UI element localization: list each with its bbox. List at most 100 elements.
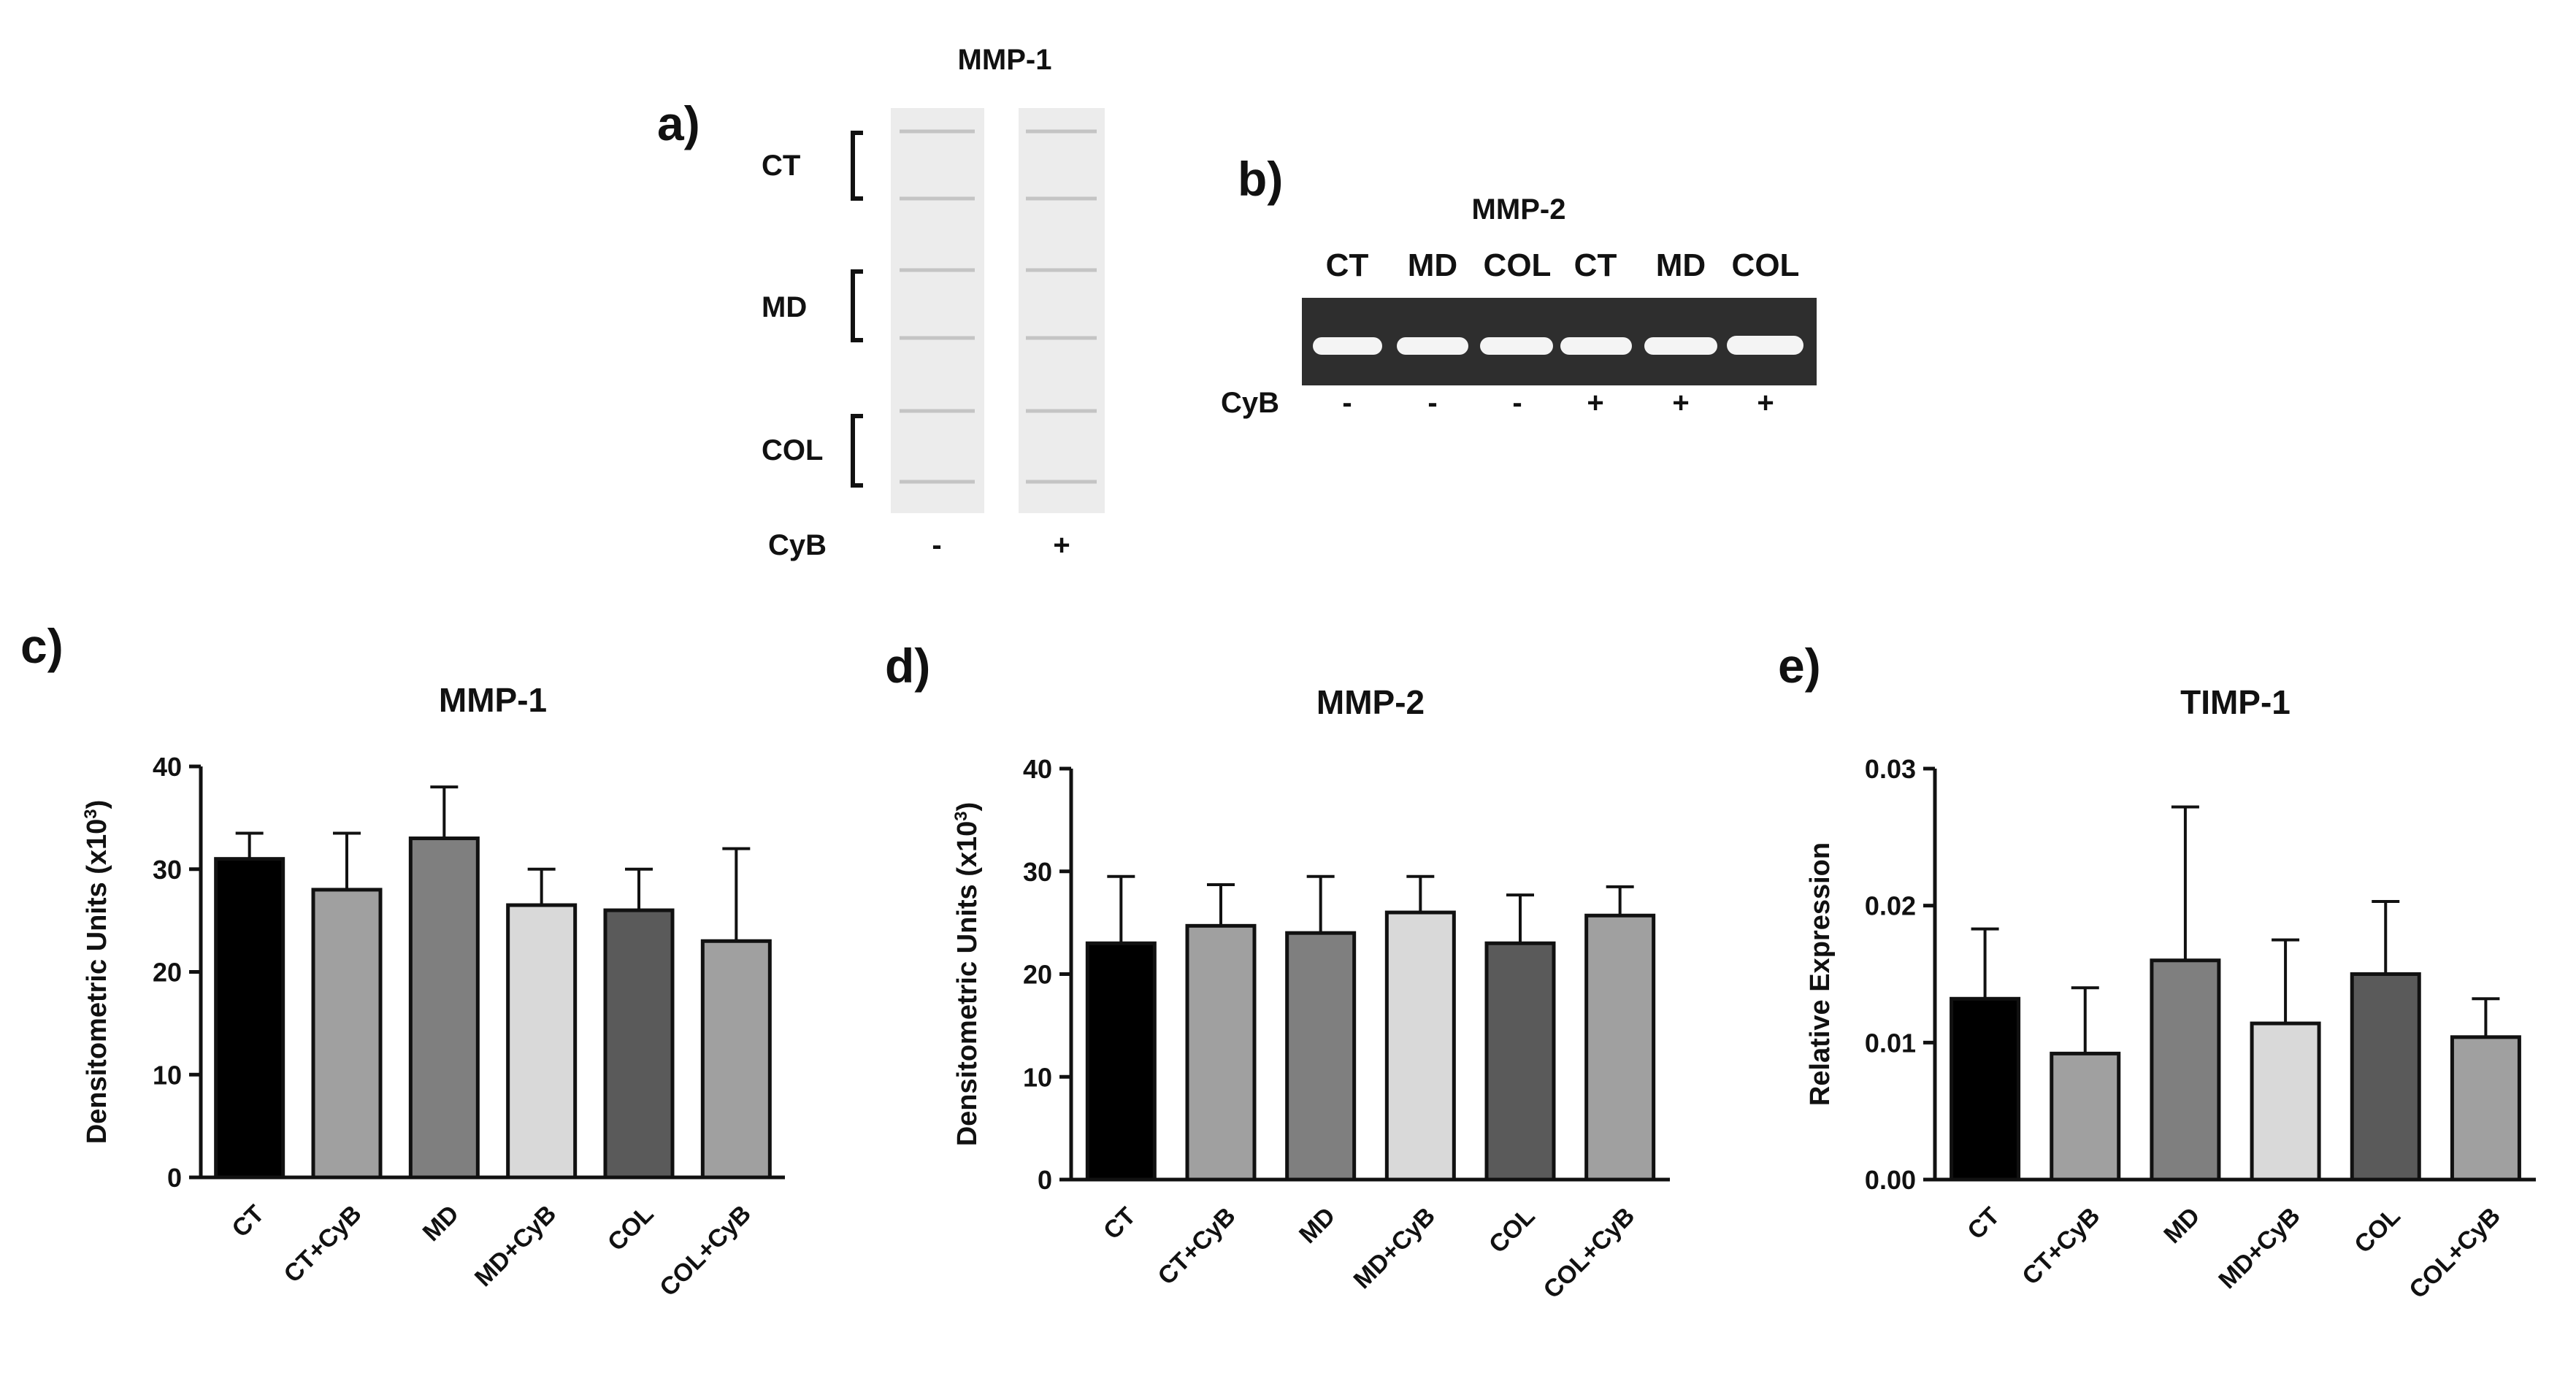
y-axis-label: Relative Expression bbox=[1805, 842, 1836, 1106]
gel-b-cyb-sign: - bbox=[1342, 387, 1352, 419]
y-tick-label: 0.02 bbox=[1865, 891, 1916, 921]
chart-title-mmp1: MMP-1 bbox=[439, 681, 547, 719]
y-tick-label: 20 bbox=[153, 958, 182, 988]
y-tick-label: 30 bbox=[153, 855, 182, 885]
gel-b-lane-label: MD bbox=[1408, 247, 1457, 283]
y-tick-label: 20 bbox=[1023, 960, 1052, 990]
bar-md bbox=[408, 837, 480, 1180]
bracket-ct bbox=[851, 131, 863, 201]
bar-col bbox=[2350, 972, 2421, 1182]
chart-title-timp1: TIMP-1 bbox=[2180, 683, 2291, 721]
chart-title-mmp2: MMP-2 bbox=[1316, 683, 1425, 721]
panel-e: e) TIMP-1 0.00 0.01 0.02 0.03 Relative Expres… bbox=[1778, 639, 2536, 1304]
gel-a-cyb-label: CyB bbox=[768, 529, 827, 561]
bar-ct bbox=[1950, 996, 2021, 1182]
x-tick-label: COL bbox=[2349, 1202, 2406, 1259]
gel-a-group-ct: CT bbox=[762, 150, 800, 182]
x-tick-label: CT+CyB bbox=[279, 1200, 367, 1288]
panel-d-label: d) bbox=[885, 639, 930, 693]
gel-b-cyb-sign: + bbox=[1672, 387, 1689, 419]
y-tick-label: 30 bbox=[1023, 857, 1052, 887]
x-tick-label: MD bbox=[418, 1200, 464, 1247]
y-tick-label: 40 bbox=[153, 752, 182, 782]
x-tick-label: MD+CyB bbox=[2213, 1202, 2305, 1294]
x-tick-label: CT bbox=[226, 1200, 269, 1243]
gel-b-band bbox=[1560, 337, 1632, 355]
y-axis-label-superscript: 3 bbox=[81, 809, 101, 818]
gel-a-group-md: MD bbox=[762, 291, 807, 323]
y-tick-label: 0 bbox=[167, 1163, 182, 1193]
gel-a-cyb-plus: + bbox=[1053, 529, 1070, 561]
x-tick-label: MD bbox=[1294, 1202, 1341, 1249]
gel-b-cyb-label: CyB bbox=[1221, 387, 1279, 419]
panel-b-label: b) bbox=[1238, 152, 1283, 206]
gel-b-cyb-sign: - bbox=[1427, 387, 1437, 419]
gel-a-lane-plus bbox=[1019, 108, 1105, 513]
gel-b-lane-label: COL bbox=[1484, 247, 1552, 283]
gel-b-band bbox=[1480, 337, 1553, 355]
gel-a-bands bbox=[900, 129, 1097, 484]
bar-ct bbox=[214, 857, 285, 1180]
panel-c-label: c) bbox=[20, 619, 64, 673]
x-tick-label: COL+CyB bbox=[654, 1200, 756, 1302]
bracket-col bbox=[851, 414, 863, 488]
gel-a-lane-minus bbox=[891, 108, 984, 513]
x-tick-label: COL bbox=[1484, 1202, 1541, 1259]
y-tick-label: 0 bbox=[1038, 1165, 1052, 1195]
gel-a-brackets bbox=[851, 131, 863, 488]
bar-md-cyb bbox=[506, 903, 578, 1180]
panel-a-label: a) bbox=[657, 96, 700, 150]
gel-b-band bbox=[1644, 337, 1717, 355]
x-tick-label: CT bbox=[1098, 1202, 1141, 1245]
bar-md-cyb bbox=[1384, 910, 1456, 1182]
y-tick-label: 10 bbox=[1023, 1062, 1052, 1092]
panel-c: c) MMP-1 0 10 20 30 40 Densitometric Units (x1… bbox=[20, 619, 785, 1302]
bar-col-cyb bbox=[1584, 913, 1656, 1182]
bar-col-cyb bbox=[2450, 1035, 2521, 1182]
gel-b-cyb-sign: + bbox=[1757, 387, 1774, 419]
x-tick-label: COL+CyB bbox=[1538, 1202, 1641, 1304]
bar-col-cyb bbox=[700, 939, 772, 1180]
gel-b-lane-label: COL bbox=[1732, 247, 1800, 283]
bar-col bbox=[1484, 941, 1556, 1182]
gel-a-group-col: COL bbox=[762, 434, 823, 466]
x-tick-label: CT bbox=[1962, 1202, 2005, 1245]
x-tick-label: COL bbox=[602, 1200, 659, 1257]
x-tick-label: COL+CyB bbox=[2404, 1202, 2506, 1304]
chart-timp1: TIMP-1 0.00 0.01 0.02 0.03 Relative Expressio… bbox=[1805, 683, 2536, 1304]
chart-mmp2: MMP-2 0 10 20 30 40 Densitometric Units (x103)… bbox=[951, 683, 1670, 1304]
bracket-md bbox=[851, 269, 863, 342]
panel-d: d) MMP-2 0 10 20 30 40 Densitometric Units (x1… bbox=[885, 639, 1670, 1304]
bar-md bbox=[1285, 931, 1357, 1182]
y-tick-label: 0.01 bbox=[1865, 1028, 1916, 1058]
gel-b-title: MMP-2 bbox=[1472, 193, 1566, 226]
bar-md-cyb bbox=[2250, 1021, 2321, 1182]
gel-a-cyb-minus: - bbox=[932, 529, 941, 561]
gel-b-band bbox=[1727, 336, 1803, 355]
bar-col bbox=[603, 908, 675, 1180]
chart-mmp1: MMP-1 0 10 20 30 40 Densitometric Units (x103)… bbox=[81, 681, 785, 1302]
panel-e-label: e) bbox=[1778, 639, 1821, 693]
gel-b-bands bbox=[1313, 336, 1803, 355]
gel-b-lane-label: CT bbox=[1326, 247, 1369, 283]
gel-b-lane-label: MD bbox=[1656, 247, 1706, 283]
panel-b: b) MMP-2 CT MD COL CT MD COL CyB - - - +… bbox=[1221, 152, 1817, 419]
gel-b-band bbox=[1397, 337, 1468, 355]
bar-ct bbox=[1085, 941, 1157, 1182]
x-tick-label: MD+CyB bbox=[469, 1200, 561, 1292]
bar-ct-cyb bbox=[311, 888, 383, 1180]
gel-a-title: MMP-1 bbox=[958, 44, 1052, 76]
y-tick-label: 10 bbox=[153, 1060, 182, 1090]
bar-md bbox=[2150, 958, 2221, 1182]
x-tick-label: MD bbox=[2158, 1202, 2205, 1249]
panel-a: a) MMP-1 CT MD COL CyB - + bbox=[657, 44, 1105, 561]
y-axis-label: Densitometric Units (x103) bbox=[951, 802, 984, 1147]
gel-b-cyb-sign: - bbox=[1512, 387, 1522, 419]
y-tick-label: 0.00 bbox=[1865, 1165, 1916, 1195]
y-tick-label: 0.03 bbox=[1865, 754, 1916, 784]
gel-b-lane-label: CT bbox=[1574, 247, 1617, 283]
y-axis-label: Densitometric Units (x103) bbox=[81, 800, 113, 1145]
y-tick-label: 40 bbox=[1023, 754, 1052, 784]
bar-ct-cyb bbox=[2050, 1051, 2121, 1182]
